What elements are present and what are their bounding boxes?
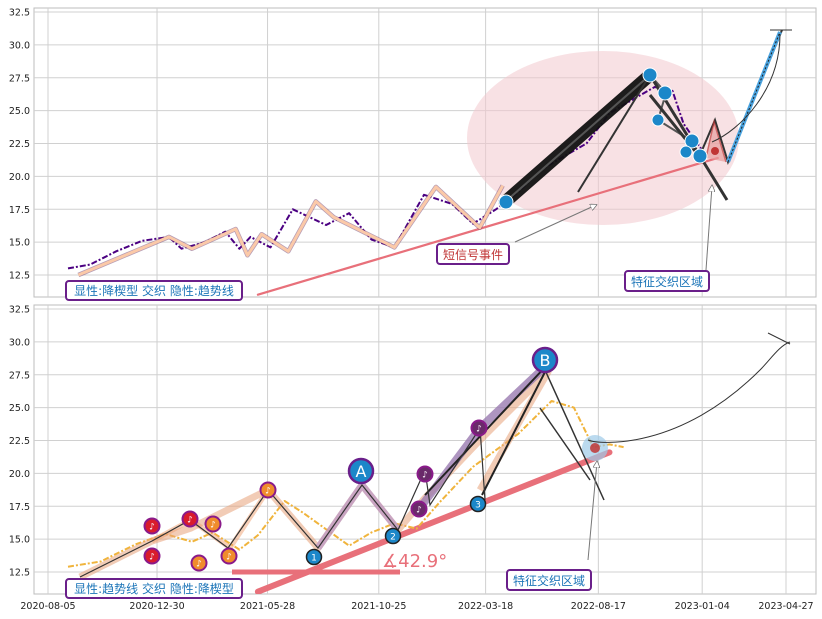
y-tick-label: 27.5 bbox=[9, 73, 30, 84]
y-tick-label: 15.0 bbox=[9, 238, 30, 249]
signal-dots bbox=[498, 67, 719, 210]
trend-line bbox=[254, 449, 613, 594]
price-line bbox=[67, 400, 624, 568]
note-marker bbox=[416, 465, 434, 483]
y-tick-label: 25.0 bbox=[9, 106, 30, 117]
annotation-top-left-text: 显性:降楔型 交织 隐性:趋势线 bbox=[74, 283, 234, 298]
y-tick-label: 20.0 bbox=[9, 172, 30, 183]
numbered-marker bbox=[305, 548, 323, 566]
big-marker-label: A bbox=[356, 462, 367, 481]
annotation-top-left: 显性:降楔型 交织 隐性:趋势线 bbox=[65, 280, 243, 301]
annotation-bottom-region: 特征交织区域 bbox=[506, 569, 592, 591]
bottom-panel-frame bbox=[33, 304, 817, 595]
y-tick-label: 27.5 bbox=[9, 370, 30, 381]
note-marker-glyph: ♪ bbox=[149, 523, 155, 533]
signal-dot bbox=[642, 67, 658, 83]
y-tick-label: 30.0 bbox=[9, 337, 30, 348]
y-tick-label: 32.5 bbox=[9, 305, 30, 316]
annotation-bottom-left: 显性:趋势线 交织 隐性:降楔型 bbox=[65, 578, 243, 599]
y-tick-label: 25.0 bbox=[9, 403, 30, 414]
annotation-short-signal: 短信号事件 bbox=[436, 243, 510, 265]
note-marker bbox=[259, 481, 277, 499]
price-line bbox=[77, 184, 505, 277]
y-tick-label: 15.0 bbox=[9, 535, 30, 546]
angle-label: ∡42.9° bbox=[382, 551, 447, 572]
x-tick-label: 2022-03-18 bbox=[458, 601, 513, 612]
note-marker-glyph: ♪ bbox=[196, 560, 202, 570]
signal-dot-red bbox=[711, 147, 719, 155]
signal-dot bbox=[657, 85, 673, 101]
note-marker bbox=[410, 500, 428, 518]
annotation-bottom-region-text: 特征交织区域 bbox=[513, 573, 585, 588]
x-tick-label: 2021-10-25 bbox=[351, 601, 406, 612]
x-tick-label: 2020-08-05 bbox=[20, 601, 75, 612]
x-tick-label: 2020-12-30 bbox=[129, 601, 184, 612]
numbered-marker-label: 3 bbox=[475, 501, 481, 511]
y-tick-label: 30.0 bbox=[9, 40, 30, 51]
y-tick-label: 17.5 bbox=[9, 205, 30, 216]
note-marker bbox=[190, 554, 208, 572]
x-ticks: 2020-08-05 2020-12-30 2021-05-28 2021-10-25… bbox=[20, 601, 813, 612]
bottom-y-ticks: 12.5 15.0 17.5 20.0 22.5 25.0 27.5 30.0 32.5 bbox=[9, 305, 30, 579]
note-marker-glyph: ♪ bbox=[187, 516, 193, 526]
top-plot-area bbox=[67, 29, 792, 296]
numbered-marker bbox=[384, 527, 402, 545]
signal-dot bbox=[684, 133, 700, 149]
bottom-plot-area: ♪ ♪ ♪ ♪ ♪ ♪ ♪ ♪ ♪ ♪ A B 1 2 3 bbox=[67, 332, 791, 594]
note-marker bbox=[143, 517, 161, 535]
note-marker-glyph: ♪ bbox=[149, 553, 155, 563]
y-tick-label: 22.5 bbox=[9, 139, 30, 150]
signal-dot bbox=[651, 113, 665, 127]
signal-dot bbox=[498, 194, 514, 210]
note-marker bbox=[470, 419, 488, 437]
signal-markers: ♪ ♪ ♪ ♪ ♪ ♪ ♪ ♪ ♪ ♪ A B 1 2 3 bbox=[143, 346, 559, 572]
note-marker bbox=[181, 510, 199, 528]
annotation-top-region: 特征交织区域 bbox=[624, 270, 710, 292]
note-marker-glyph: ♪ bbox=[422, 471, 428, 481]
bottom-grid bbox=[34, 305, 816, 594]
top-y-ticks: 12.5 15.0 17.5 20.0 22.5 25.0 27.5 30.0 32.5 bbox=[9, 8, 30, 282]
x-tick-label: 2022-08-17 bbox=[571, 601, 626, 612]
x-tick-label: 2021-05-28 bbox=[240, 601, 295, 612]
signal-dot bbox=[679, 145, 693, 159]
note-marker-glyph: ♪ bbox=[416, 506, 422, 516]
numbered-marker bbox=[469, 495, 487, 513]
big-marker-label: B bbox=[540, 351, 551, 370]
big-marker bbox=[347, 457, 375, 485]
signal-dot bbox=[692, 148, 708, 164]
y-tick-label: 12.5 bbox=[9, 568, 30, 579]
x-tick-label: 2023-04-27 bbox=[758, 601, 813, 612]
y-tick-label: 32.5 bbox=[9, 8, 30, 19]
note-marker-glyph: ♪ bbox=[476, 425, 482, 435]
note-marker bbox=[143, 547, 161, 565]
wedge-overlay bbox=[498, 29, 792, 209]
y-tick-label: 12.5 bbox=[9, 271, 30, 282]
big-marker bbox=[531, 346, 559, 374]
x-tick-label: 2023-01-04 bbox=[675, 601, 730, 612]
numbered-marker-label: 2 bbox=[390, 533, 396, 543]
note-marker-glyph: ♪ bbox=[265, 487, 271, 497]
annotation-top-region-text: 特征交织区域 bbox=[631, 274, 703, 289]
y-tick-label: 22.5 bbox=[9, 436, 30, 447]
trend-line bbox=[256, 156, 719, 296]
y-tick-label: 20.0 bbox=[9, 469, 30, 480]
note-marker-glyph: ♪ bbox=[226, 553, 232, 563]
y-tick-label: 17.5 bbox=[9, 502, 30, 513]
note-marker bbox=[204, 515, 222, 533]
note-marker bbox=[220, 547, 238, 565]
annotation-bottom-left-text: 显性:趋势线 交织 隐性:降楔型 bbox=[74, 581, 234, 596]
annotation-short-signal-text: 短信号事件 bbox=[443, 248, 503, 262]
numbered-marker-label: 1 bbox=[311, 554, 317, 564]
note-marker-glyph: ♪ bbox=[210, 521, 216, 531]
